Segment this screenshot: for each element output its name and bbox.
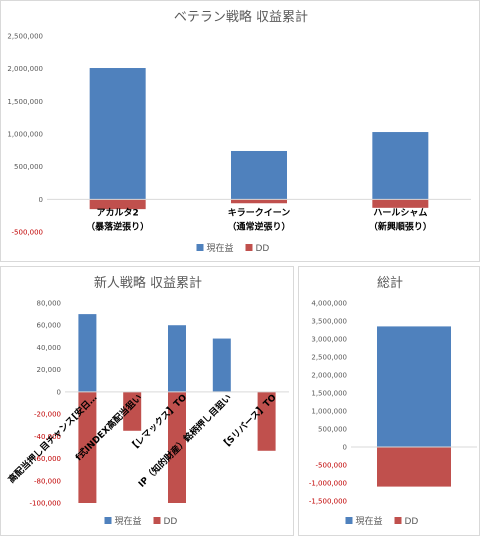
- y-tick-label: 1,500,000: [7, 98, 43, 106]
- bar-current-profit: [89, 68, 146, 200]
- legend-label: DD: [164, 517, 178, 527]
- category-label: （通常逆張り）: [227, 220, 290, 232]
- total-chart: 総計 -1,500,000 -1,000,000 -500,000 0 500,000 1,…: [309, 275, 477, 527]
- y-tick-label: 2,000,000: [311, 372, 347, 380]
- bar-dd: [89, 199, 146, 210]
- bar-current-profit: [372, 132, 429, 200]
- y-tick-label: -80,000: [34, 477, 61, 485]
- bar-dd: [377, 447, 451, 487]
- bar-current-profit: [212, 338, 231, 392]
- legend-label: 現在益: [207, 242, 234, 254]
- bar-dd: [231, 199, 287, 204]
- y-tick-label: 1,000,000: [311, 408, 347, 416]
- y-tick-label: 0: [57, 388, 61, 396]
- bar-current-profit: [377, 326, 451, 447]
- category-label: ハールシャム: [373, 207, 427, 218]
- legend-label: DD: [405, 517, 419, 527]
- veteran-chart: ベテラン戦略 収益累計 -500,000 0 500,000 1,000,000 1,50…: [7, 9, 471, 254]
- bar-dd: [78, 391, 97, 503]
- y-tick-label: 2,500,000: [311, 354, 347, 362]
- y-tick-label: -1,000,000: [309, 480, 347, 488]
- rookie-chart: 新人戦略 収益累計 -100,000 -80,000 -60,000 -40,000 -2…: [6, 275, 289, 527]
- y-tick-label: 1,000,000: [7, 131, 43, 139]
- bar-current-profit: [78, 314, 97, 392]
- category-label: キラークイーン: [228, 207, 291, 218]
- y-tick-label: -100,000: [30, 500, 61, 508]
- bar-current-profit: [168, 325, 186, 392]
- y-tick-label: 2,500,000: [7, 33, 43, 41]
- y-tick-label: 1,500,000: [311, 390, 347, 398]
- legend-swatch-dd: [153, 517, 161, 524]
- y-tick-label: 60,000: [37, 322, 62, 330]
- y-tick-label: 40,000: [37, 344, 62, 352]
- y-tick-label: 500,000: [318, 426, 347, 434]
- legend-label: 現在益: [356, 515, 383, 527]
- bar-current-profit: [231, 150, 287, 200]
- y-tick-label: 3,500,000: [311, 318, 347, 326]
- legend-label: DD: [256, 244, 270, 254]
- y-tick-label: -1,500,000: [309, 498, 347, 506]
- bar-dd: [168, 391, 186, 503]
- y-tick-label: 3,000,000: [311, 336, 347, 344]
- y-tick-label: 500,000: [14, 163, 43, 171]
- y-tick-label: 80,000: [37, 300, 62, 308]
- bar-dd: [257, 391, 276, 451]
- legend-label: 現在益: [115, 515, 142, 527]
- chart-title: ベテラン戦略 収益累計: [174, 9, 308, 25]
- y-tick-label: 20,000: [37, 366, 62, 374]
- rookie-chart-panel[interactable]: 新人戦略 収益累計 -100,000 -80,000 -60,000 -40,000 -2…: [0, 266, 294, 536]
- category-label: （暴落逆張り）: [86, 220, 149, 232]
- y-tick-label: -40,000: [34, 433, 61, 441]
- veteran-chart-panel[interactable]: ベテラン戦略 収益累計 -500,000 0 500,000 1,000,000 1,50…: [0, 0, 480, 262]
- legend-swatch-current-profit: [345, 517, 353, 524]
- y-tick-label: -500,000: [12, 229, 43, 237]
- category-label: （新興順張り）: [369, 220, 432, 232]
- y-tick-label: 4,000,000: [311, 300, 347, 308]
- chart-title: 新人戦略 収益累計: [94, 275, 202, 291]
- bar-dd: [372, 199, 429, 208]
- y-tick-label: -500,000: [316, 462, 347, 470]
- category-label: アカルタ2: [97, 206, 139, 218]
- y-tick-label: 0: [343, 444, 347, 452]
- legend-swatch-current-profit: [104, 517, 112, 524]
- bar-dd: [123, 391, 142, 431]
- y-tick-label: -20,000: [34, 411, 61, 419]
- legend-swatch-current-profit: [196, 244, 204, 251]
- chart-title: 総計: [377, 275, 403, 291]
- y-tick-label: 0: [39, 196, 43, 204]
- y-tick-label: 2,000,000: [7, 65, 43, 73]
- total-chart-panel[interactable]: 総計 -1,500,000 -1,000,000 -500,000 0 500,000 1,…: [298, 266, 480, 536]
- legend-swatch-dd: [394, 517, 402, 524]
- legend-swatch-dd: [245, 244, 253, 251]
- y-tick-label: -60,000: [34, 455, 61, 463]
